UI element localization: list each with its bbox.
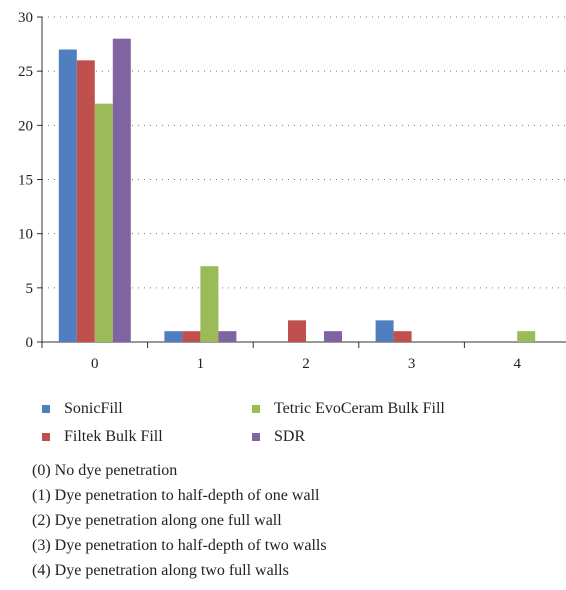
x-tick-label: 1 (197, 356, 205, 372)
bar-sdr (112, 38, 131, 343)
x-tick-label: 4 (513, 356, 521, 372)
x-tick-label: 2 (302, 356, 310, 372)
bar-sonicfill (58, 49, 77, 342)
bar-filtek-bulk-fill (288, 320, 306, 342)
note-4: (4) Dye penetration along two full walls (32, 562, 289, 579)
legend: SonicFill Tetric EvoCeram Bulk Fill Filt… (42, 398, 552, 448)
y-tick-label: 10 (18, 227, 33, 243)
legend-swatch (252, 433, 260, 441)
legend-item-filtek: Filtek Bulk Fill (42, 426, 252, 448)
y-tick-label: 20 (18, 118, 33, 134)
x-tick-label: 3 (408, 356, 416, 372)
note-0: (0) No dye penetration (32, 462, 178, 479)
bar-chart: 0 5 10 15 20 25 30 0 1 2 3 4 (18, 10, 566, 372)
bar-tetric-evoceram-bulk-fill (94, 103, 113, 343)
legend-swatch (42, 405, 50, 413)
bar-filtek-bulk-fill (393, 331, 412, 342)
y-tick-label: 25 (18, 64, 33, 80)
legend-item-tetric: Tetric EvoCeram Bulk Fill (252, 398, 532, 420)
bar-sonicfill (375, 320, 394, 342)
legend-item-sonicfill: SonicFill (42, 398, 252, 420)
bar-sonicfill (164, 331, 183, 342)
legend-label: SDR (274, 428, 306, 445)
bar-tetric-evoceram-bulk-fill (200, 266, 219, 342)
legend-label: Tetric EvoCeram Bulk Fill (274, 400, 445, 417)
legend-item-sdr: SDR (252, 426, 532, 448)
bar-filtek-bulk-fill (76, 60, 95, 342)
y-tick-label: 0 (26, 335, 34, 351)
bar-filtek-bulk-fill (182, 331, 201, 342)
legend-label: SonicFill (64, 400, 123, 417)
category-notes: (0) No dye penetration (1) Dye penetrati… (32, 458, 327, 583)
bar-tetric-evoceram-bulk-fill (517, 331, 536, 342)
x-tick-label: 0 (91, 356, 99, 372)
note-1: (1) Dye penetration to half-depth of one… (32, 487, 320, 504)
note-3: (3) Dye penetration to half-depth of two… (32, 537, 327, 554)
legend-swatch (42, 433, 50, 441)
y-tick-label: 5 (26, 281, 34, 297)
y-tick-label: 15 (18, 173, 33, 189)
bar-sdr (324, 331, 342, 342)
y-tick-label: 30 (18, 10, 33, 26)
legend-swatch (252, 405, 260, 413)
note-2: (2) Dye penetration along one full wall (32, 512, 282, 529)
legend-label: Filtek Bulk Fill (64, 428, 163, 445)
bar-sdr (218, 331, 237, 342)
